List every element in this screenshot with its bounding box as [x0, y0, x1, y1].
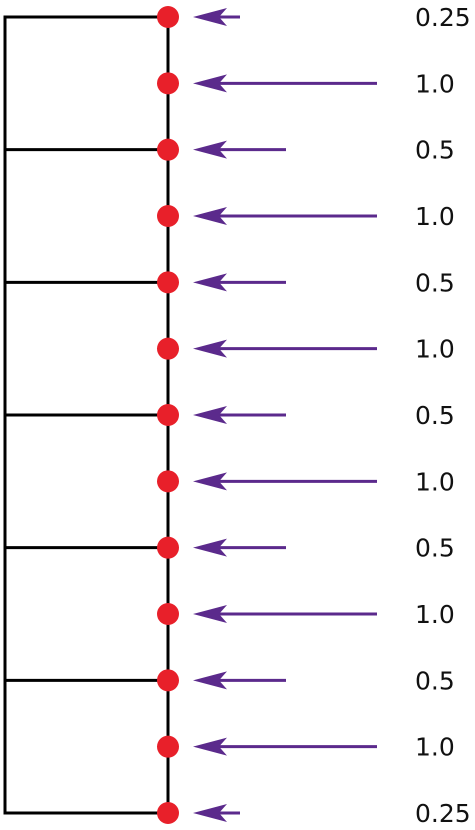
left-arrow-icon — [193, 74, 377, 93]
red-dot-icon — [157, 72, 179, 95]
arrow-head — [193, 538, 227, 557]
left-arrow-icon — [193, 140, 286, 159]
weight-label: 1.0 — [415, 69, 455, 98]
weight-label: 0.5 — [415, 401, 455, 430]
weight-label: 1.0 — [415, 202, 455, 231]
left-arrow-icon — [193, 737, 377, 756]
arrow-head — [193, 472, 227, 491]
left-arrow-icon — [193, 8, 240, 26]
left-arrow-icon — [193, 472, 377, 491]
left-arrow-icon — [193, 605, 377, 623]
arrow-head — [193, 671, 227, 690]
red-dot-icon — [157, 735, 179, 758]
arrow-head — [193, 140, 227, 159]
arrow-head — [193, 406, 227, 424]
left-arrow-icon — [193, 273, 286, 292]
weight-label: 1.0 — [415, 600, 455, 629]
arrow-head — [193, 804, 227, 822]
left-arrow-icon — [193, 406, 286, 424]
red-dot-icon — [157, 669, 179, 692]
red-dot-icon — [157, 205, 179, 227]
red-dot-icon — [157, 603, 179, 625]
red-dot-icon — [157, 802, 179, 824]
left-arrow-icon — [193, 804, 240, 822]
frame — [3, 15, 170, 815]
red-dot-icon — [157, 404, 179, 426]
weight-label: 0.5 — [415, 268, 455, 297]
weight-label: 0.5 — [415, 666, 455, 695]
left-arrow-icon — [193, 671, 286, 690]
arrow-head — [193, 339, 227, 358]
arrow-head — [193, 207, 227, 225]
left-arrow-icon — [193, 207, 377, 225]
weight-label: 0.5 — [415, 136, 455, 165]
load-arrows — [193, 8, 377, 822]
arrow-head — [193, 273, 227, 292]
red-dot-icon — [157, 470, 179, 493]
red-dot-icon — [157, 271, 179, 294]
arrow-head — [193, 737, 227, 756]
weight-label: 1.0 — [415, 733, 455, 762]
arrow-head — [193, 605, 227, 623]
weight-label: 1.0 — [415, 335, 455, 364]
weight-labels: 0.25 1.0 0.5 1.0 0.5 1.0 0.5 1.0 0.5 1.0 0.5 1.0 0.2… — [415, 3, 471, 828]
weight-label: 0.25 — [415, 799, 471, 828]
weight-label: 0.5 — [415, 534, 455, 563]
arrow-head — [193, 8, 227, 26]
left-arrow-icon — [193, 538, 286, 557]
weight-label: 1.0 — [415, 467, 455, 496]
red-dot-icon — [157, 138, 179, 161]
arrow-head — [193, 74, 227, 93]
nodes — [157, 6, 179, 824]
red-dot-icon — [157, 536, 179, 559]
red-dot-icon — [157, 337, 179, 360]
red-dot-icon — [157, 6, 179, 28]
left-arrow-icon — [193, 339, 377, 358]
weight-label: 0.25 — [415, 3, 471, 32]
